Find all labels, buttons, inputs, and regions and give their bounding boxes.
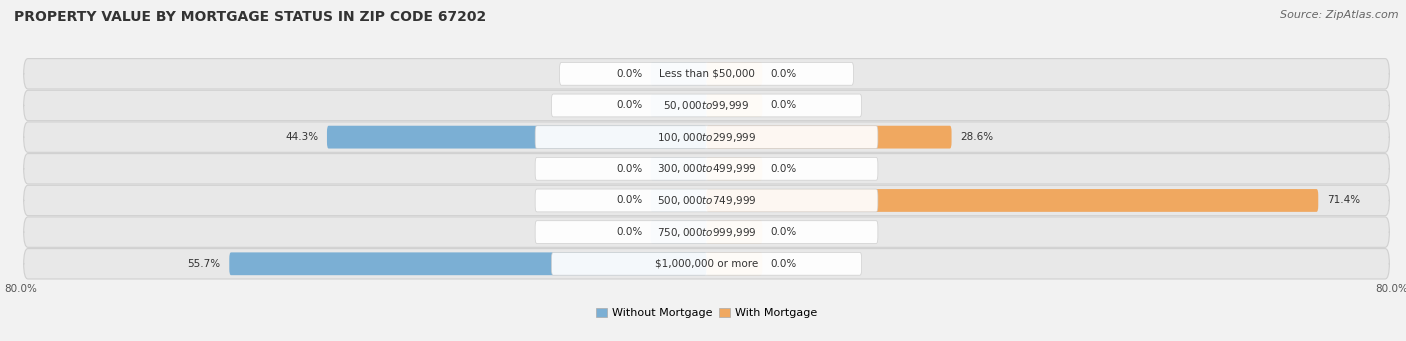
FancyBboxPatch shape <box>707 221 762 243</box>
FancyBboxPatch shape <box>536 189 877 212</box>
FancyBboxPatch shape <box>707 189 1319 212</box>
Text: $500,000 to $749,999: $500,000 to $749,999 <box>657 194 756 207</box>
FancyBboxPatch shape <box>229 252 707 275</box>
FancyBboxPatch shape <box>24 249 1389 279</box>
FancyBboxPatch shape <box>707 252 762 275</box>
FancyBboxPatch shape <box>328 126 707 149</box>
Text: 55.7%: 55.7% <box>187 259 221 269</box>
Text: 0.0%: 0.0% <box>616 227 643 237</box>
FancyBboxPatch shape <box>651 94 707 117</box>
Text: $750,000 to $999,999: $750,000 to $999,999 <box>657 226 756 239</box>
FancyBboxPatch shape <box>536 221 877 243</box>
FancyBboxPatch shape <box>560 62 853 85</box>
FancyBboxPatch shape <box>651 221 707 243</box>
Text: 0.0%: 0.0% <box>616 164 643 174</box>
FancyBboxPatch shape <box>536 158 877 180</box>
FancyBboxPatch shape <box>551 252 862 275</box>
FancyBboxPatch shape <box>551 94 862 117</box>
FancyBboxPatch shape <box>651 62 707 85</box>
FancyBboxPatch shape <box>24 185 1389 216</box>
FancyBboxPatch shape <box>24 122 1389 152</box>
FancyBboxPatch shape <box>707 126 952 149</box>
Text: $300,000 to $499,999: $300,000 to $499,999 <box>657 162 756 175</box>
Text: 28.6%: 28.6% <box>960 132 993 142</box>
Text: Less than $50,000: Less than $50,000 <box>658 69 755 79</box>
Text: 0.0%: 0.0% <box>770 164 797 174</box>
FancyBboxPatch shape <box>536 126 877 149</box>
Text: $50,000 to $99,999: $50,000 to $99,999 <box>664 99 749 112</box>
Legend: Without Mortgage, With Mortgage: Without Mortgage, With Mortgage <box>592 304 821 323</box>
Text: 0.0%: 0.0% <box>616 69 643 79</box>
FancyBboxPatch shape <box>24 59 1389 89</box>
Text: 71.4%: 71.4% <box>1327 195 1360 206</box>
Text: 0.0%: 0.0% <box>616 195 643 206</box>
FancyBboxPatch shape <box>24 217 1389 247</box>
Text: $100,000 to $299,999: $100,000 to $299,999 <box>657 131 756 144</box>
Text: 0.0%: 0.0% <box>770 259 797 269</box>
FancyBboxPatch shape <box>651 189 707 212</box>
Text: 0.0%: 0.0% <box>770 227 797 237</box>
FancyBboxPatch shape <box>707 94 762 117</box>
FancyBboxPatch shape <box>707 158 762 180</box>
Text: 44.3%: 44.3% <box>285 132 318 142</box>
Text: 0.0%: 0.0% <box>770 69 797 79</box>
FancyBboxPatch shape <box>707 62 762 85</box>
FancyBboxPatch shape <box>24 153 1389 184</box>
Text: 0.0%: 0.0% <box>616 101 643 110</box>
FancyBboxPatch shape <box>24 90 1389 121</box>
Text: PROPERTY VALUE BY MORTGAGE STATUS IN ZIP CODE 67202: PROPERTY VALUE BY MORTGAGE STATUS IN ZIP… <box>14 10 486 24</box>
Text: 0.0%: 0.0% <box>770 101 797 110</box>
FancyBboxPatch shape <box>651 158 707 180</box>
Text: Source: ZipAtlas.com: Source: ZipAtlas.com <box>1281 10 1399 20</box>
Text: $1,000,000 or more: $1,000,000 or more <box>655 259 758 269</box>
